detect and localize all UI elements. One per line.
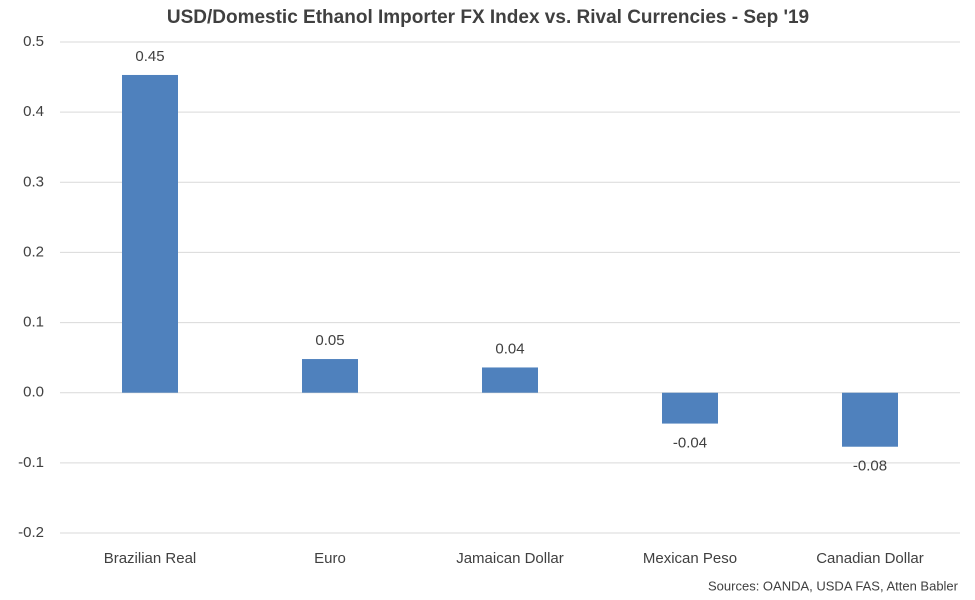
data-label: 0.45 [135, 48, 164, 65]
y-tick-label: 0.4 [23, 103, 44, 120]
y-tick-label: 0.3 [23, 173, 44, 190]
y-tick-label: 0.0 [23, 384, 44, 401]
x-tick-label: Euro [314, 550, 346, 567]
bar [842, 392, 898, 447]
data-label: 0.05 [315, 332, 344, 349]
y-tick-label: 0.5 [23, 33, 44, 50]
source-note: Sources: OANDA, USDA FAS, Atten Babler [708, 578, 959, 593]
y-tick-label: 0.1 [23, 314, 44, 331]
bar [662, 392, 718, 424]
bar [482, 367, 538, 393]
x-tick-label: Jamaican Dollar [456, 550, 564, 567]
x-tick-label: Canadian Dollar [816, 550, 924, 567]
data-label: -0.08 [853, 458, 887, 475]
x-tick-label: Mexican Peso [643, 550, 737, 567]
data-label: 0.04 [495, 340, 524, 357]
chart-title: USD/Domestic Ethanol Importer FX Index v… [167, 7, 809, 28]
y-tick-label: 0.2 [23, 243, 44, 260]
data-label: -0.04 [673, 435, 707, 452]
y-tick-label: -0.2 [18, 524, 44, 541]
x-tick-label: Brazilian Real [104, 550, 197, 567]
bar [302, 359, 358, 393]
y-tick-label: -0.1 [18, 454, 44, 471]
bar [122, 74, 178, 393]
